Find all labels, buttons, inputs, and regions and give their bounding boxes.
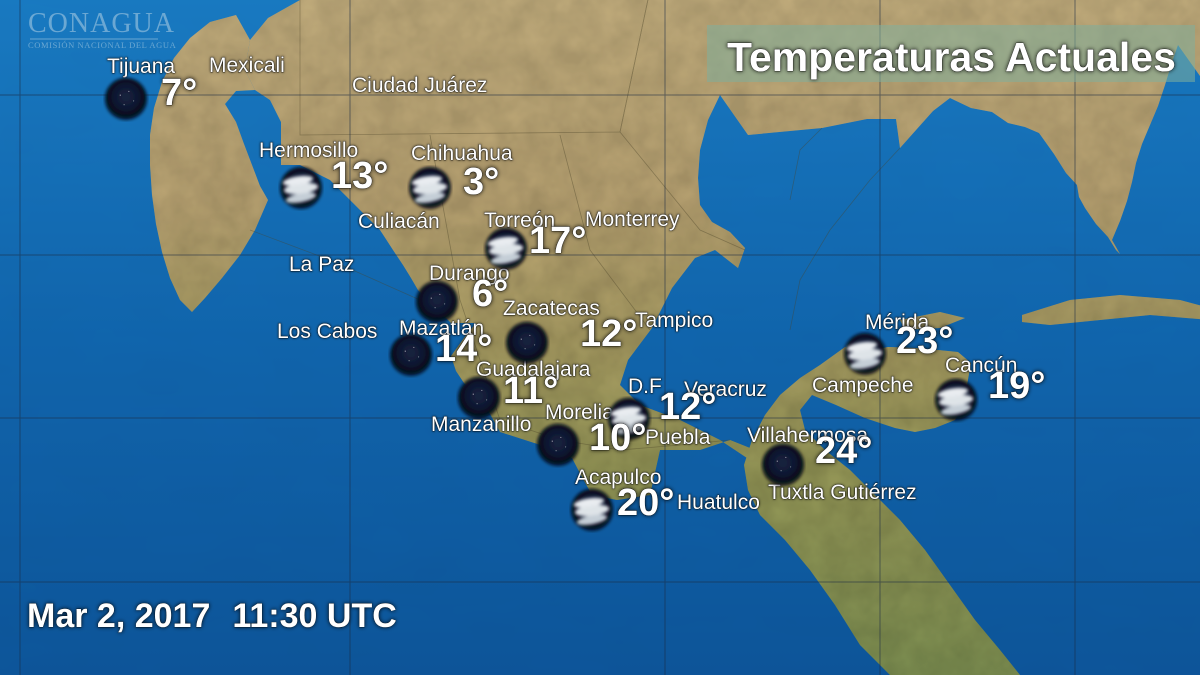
svg-text:Los Cabos: Los Cabos <box>277 320 377 343</box>
svg-text:Culiacán: Culiacán <box>358 210 440 233</box>
svg-text:20°: 20° <box>617 482 674 524</box>
svg-text:COMISIÓN NACIONAL DEL AGUA: COMISIÓN NACIONAL DEL AGUA <box>28 40 177 50</box>
svg-text:Tampico: Tampico <box>635 309 713 332</box>
svg-text:24°: 24° <box>815 430 872 472</box>
svg-text:D.F: D.F <box>628 375 662 398</box>
svg-text:Temperaturas Actuales: Temperaturas Actuales <box>727 34 1176 80</box>
svg-text:Mexicali: Mexicali <box>209 54 285 77</box>
svg-text:Huatulco: Huatulco <box>677 491 760 514</box>
svg-text:11°: 11° <box>503 370 558 412</box>
svg-text:6°: 6° <box>472 273 508 315</box>
svg-text:19°: 19° <box>988 365 1045 407</box>
svg-text:Ciudad Juárez: Ciudad Juárez <box>352 74 487 97</box>
svg-text:10°: 10° <box>589 417 646 459</box>
svg-text:12°: 12° <box>659 386 716 428</box>
svg-text:13°: 13° <box>331 155 388 197</box>
svg-text:CONAGUA: CONAGUA <box>28 8 175 39</box>
svg-text:Monterrey: Monterrey <box>585 208 680 231</box>
svg-text:12°: 12° <box>580 313 637 355</box>
svg-text:23°: 23° <box>896 320 953 362</box>
svg-text:La Paz: La Paz <box>289 253 354 276</box>
svg-text:7°: 7° <box>161 72 197 114</box>
svg-text:Campeche: Campeche <box>812 374 914 397</box>
svg-text:17°: 17° <box>529 220 586 262</box>
svg-text:3°: 3° <box>463 161 499 203</box>
svg-text:14°: 14° <box>435 328 492 370</box>
svg-text:Puebla: Puebla <box>645 426 711 449</box>
